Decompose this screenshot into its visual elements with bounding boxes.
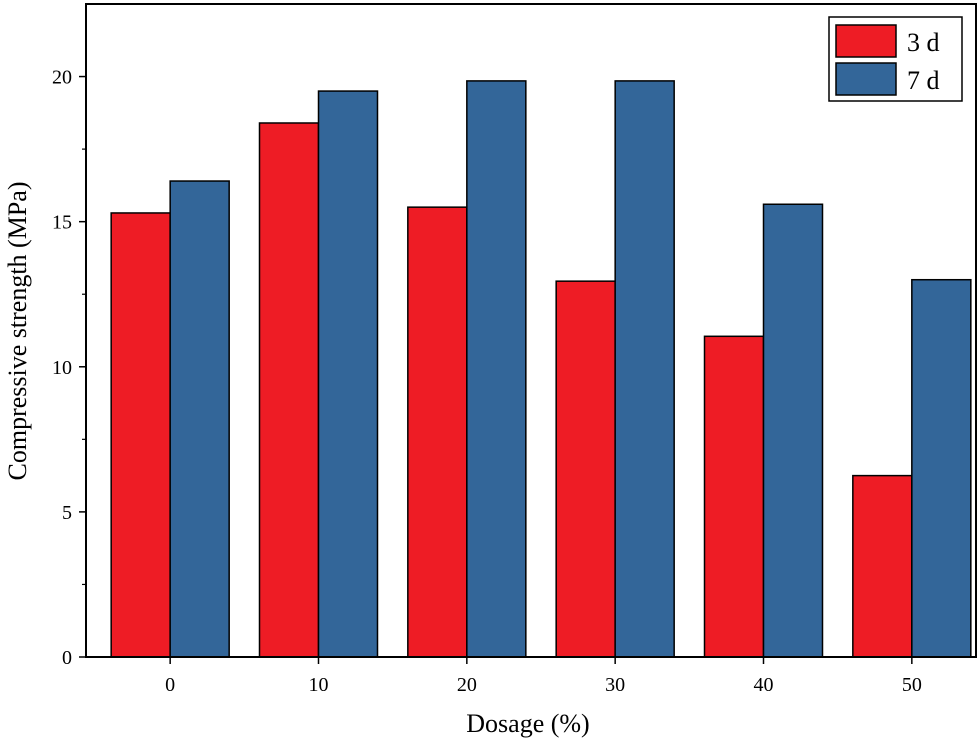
bar-7d-0	[169, 180, 230, 658]
bar-3d-20	[407, 206, 468, 658]
bar-7d-50	[911, 278, 972, 658]
legend-swatch-3d	[835, 24, 897, 58]
y-tick-label-20: 20	[52, 67, 72, 89]
y-axis-title: Compressive strength (MPa)	[3, 182, 32, 481]
bar-3d-50	[852, 474, 913, 658]
x-tick-label-30: 30	[605, 674, 625, 696]
bar-7d-40	[762, 203, 824, 658]
y-tick-label-5: 5	[62, 502, 72, 524]
bar-3d-30	[555, 280, 616, 658]
x-axis-title: Dosage (%)	[466, 709, 589, 738]
y-tick-label-0: 0	[62, 647, 72, 669]
x-tick-label-0: 0	[165, 674, 175, 696]
legend-label-7d: 7 d	[907, 66, 940, 95]
bar-3d-40	[703, 335, 765, 658]
legend-swatch-7d	[835, 62, 897, 96]
bars-group	[110, 80, 972, 658]
legend-label-3d: 3 d	[907, 28, 940, 57]
bar-7d-20	[466, 80, 527, 658]
legend: 3 d7 d	[828, 16, 963, 102]
bar-7d-10	[317, 90, 379, 658]
x-tick-label-50: 50	[902, 674, 922, 696]
y-tick-label-15: 15	[52, 212, 72, 234]
bar-7d-30	[614, 80, 675, 658]
plot-frame	[85, 3, 977, 658]
x-tick-label-20: 20	[457, 674, 477, 696]
bar-3d-0	[110, 212, 171, 658]
ticks-group: 0 5 10 15 20 0 10 20 30 40 50	[52, 67, 922, 696]
y-tick-label-10: 10	[52, 357, 72, 379]
x-tick-label-40: 40	[754, 674, 774, 696]
x-tick-label-10: 10	[309, 674, 329, 696]
bar-3d-10	[258, 122, 320, 658]
axes-group	[85, 3, 977, 658]
